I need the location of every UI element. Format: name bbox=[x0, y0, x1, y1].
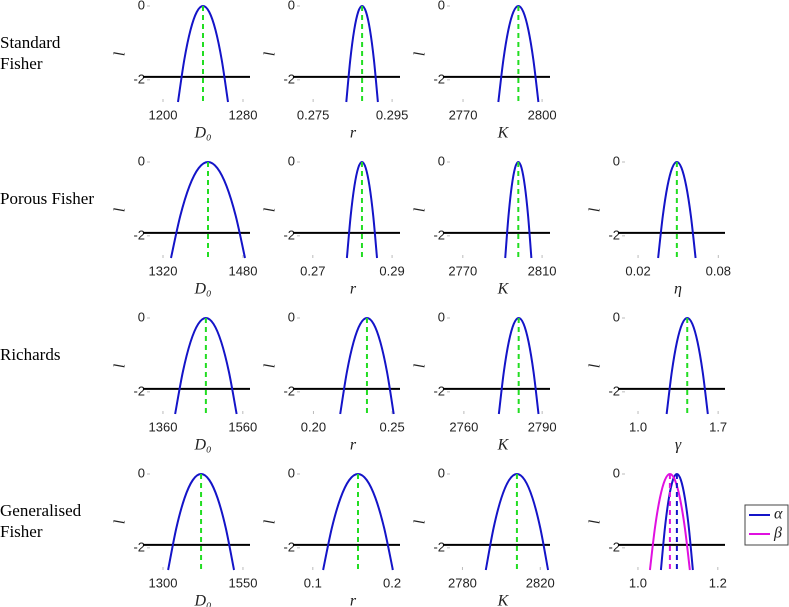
x-axis-label: r bbox=[350, 437, 357, 454]
x-tick-label: 0.08 bbox=[706, 263, 731, 278]
x-tick-label: 0.29 bbox=[379, 263, 404, 278]
y-axis-label: l bbox=[587, 519, 604, 524]
x-tick-label: 1560 bbox=[228, 419, 257, 434]
x-tick-label: 0.25 bbox=[379, 419, 404, 434]
x-tick-label: 2820 bbox=[526, 575, 555, 590]
x-tick-label: 2760 bbox=[449, 419, 478, 434]
x-tick-label: 1360 bbox=[149, 419, 178, 434]
x-tick-label: 1.2 bbox=[709, 575, 727, 590]
y-axis-label: l bbox=[262, 363, 279, 368]
y-tick-label: 0 bbox=[288, 153, 295, 168]
x-tick-label: 2810 bbox=[528, 263, 557, 278]
x-axis-label: r bbox=[350, 593, 357, 607]
x-tick-label: 0.295 bbox=[376, 107, 409, 122]
y-axis-label: l bbox=[412, 519, 429, 524]
y-axis-label: l bbox=[112, 363, 129, 368]
y-tick-label: -2 bbox=[283, 383, 295, 398]
y-tick-label: 0 bbox=[613, 309, 620, 324]
x-axis-label: K bbox=[497, 437, 510, 454]
y-axis-label: l bbox=[412, 363, 429, 368]
x-axis-label: η bbox=[674, 281, 682, 298]
x-tick-label: 2770 bbox=[448, 263, 477, 278]
x-tick-label: 1280 bbox=[229, 107, 258, 122]
y-tick-label: -2 bbox=[608, 383, 620, 398]
y-tick-label: 0 bbox=[138, 309, 145, 324]
y-tick-label: 0 bbox=[438, 153, 445, 168]
x-tick-label: 0.275 bbox=[297, 107, 330, 122]
y-tick-label: -2 bbox=[133, 539, 145, 554]
x-tick-label: 0.27 bbox=[300, 263, 325, 278]
x-tick-label: 0.02 bbox=[625, 263, 650, 278]
y-tick-label: 0 bbox=[288, 465, 295, 480]
y-axis-label: l bbox=[112, 51, 129, 56]
y-axis-label: l bbox=[587, 207, 604, 212]
y-tick-label: -2 bbox=[433, 227, 445, 242]
x-tick-label: 0.2 bbox=[383, 575, 401, 590]
legend-box bbox=[744, 504, 789, 546]
x-tick-label: 2780 bbox=[448, 575, 477, 590]
x-axis-label: D₀ bbox=[193, 593, 211, 607]
y-axis-label: l bbox=[587, 363, 604, 368]
y-tick-label: 0 bbox=[138, 0, 145, 12]
y-tick-label: 0 bbox=[288, 309, 295, 324]
x-axis-label: r bbox=[350, 281, 357, 298]
y-tick-label: 0 bbox=[438, 465, 445, 480]
x-tick-label: 1.7 bbox=[709, 419, 727, 434]
y-axis-label: l bbox=[262, 207, 279, 212]
x-axis-label: K bbox=[497, 593, 510, 607]
x-axis-label: r bbox=[350, 125, 357, 142]
y-tick-label: -2 bbox=[433, 539, 445, 554]
y-axis-label: l bbox=[112, 207, 129, 212]
y-tick-label: 0 bbox=[438, 309, 445, 324]
y-axis-label: l bbox=[112, 519, 129, 524]
row-label: Standard Fisher bbox=[0, 33, 61, 73]
y-tick-label: 0 bbox=[288, 0, 295, 12]
x-tick-label: 1300 bbox=[149, 575, 178, 590]
x-tick-label: 1480 bbox=[229, 263, 258, 278]
x-axis-label: γ bbox=[675, 437, 682, 454]
x-tick-label: 1.0 bbox=[629, 575, 647, 590]
x-axis-label: D₀ bbox=[193, 125, 211, 142]
y-tick-label: -2 bbox=[433, 383, 445, 398]
x-axis-label: K bbox=[497, 125, 510, 142]
y-tick-label: -2 bbox=[608, 539, 620, 554]
x-axis-label: D₀ bbox=[193, 281, 211, 298]
x-axis-label: D₀ bbox=[193, 437, 211, 454]
y-tick-label: 0 bbox=[438, 0, 445, 12]
y-tick-label: -2 bbox=[608, 227, 620, 242]
x-tick-label: 1200 bbox=[149, 107, 178, 122]
x-tick-label: 1550 bbox=[229, 575, 258, 590]
y-axis-label: l bbox=[412, 207, 429, 212]
y-tick-label: 0 bbox=[613, 465, 620, 480]
x-tick-label: 1.0 bbox=[629, 419, 647, 434]
y-tick-label: 0 bbox=[138, 153, 145, 168]
x-tick-label: 1320 bbox=[149, 263, 178, 278]
y-tick-label: -2 bbox=[133, 227, 145, 242]
y-axis-label: l bbox=[262, 519, 279, 524]
legend-label: β bbox=[773, 525, 782, 542]
y-tick-label: -2 bbox=[283, 539, 295, 554]
row-label: Generalised Fisher bbox=[0, 501, 82, 541]
y-tick-label: 0 bbox=[613, 153, 620, 168]
y-tick-label: -2 bbox=[283, 227, 295, 242]
x-tick-label: 2770 bbox=[449, 107, 478, 122]
x-tick-label: 0.1 bbox=[304, 575, 322, 590]
x-tick-label: 0.20 bbox=[301, 419, 326, 434]
y-tick-label: 0 bbox=[138, 465, 145, 480]
legend-label: α bbox=[774, 506, 783, 523]
y-tick-label: -2 bbox=[133, 71, 145, 86]
y-tick-label: -2 bbox=[433, 71, 445, 86]
row-label: Porous Fisher bbox=[0, 189, 94, 208]
y-axis-label: l bbox=[412, 51, 429, 56]
x-tick-label: 2790 bbox=[528, 419, 557, 434]
y-tick-label: -2 bbox=[133, 383, 145, 398]
y-axis-label: l bbox=[262, 51, 279, 56]
x-axis-label: K bbox=[497, 281, 510, 298]
y-tick-label: -2 bbox=[283, 71, 295, 86]
x-tick-label: 2800 bbox=[528, 107, 557, 122]
row-label: Richards bbox=[0, 345, 61, 364]
